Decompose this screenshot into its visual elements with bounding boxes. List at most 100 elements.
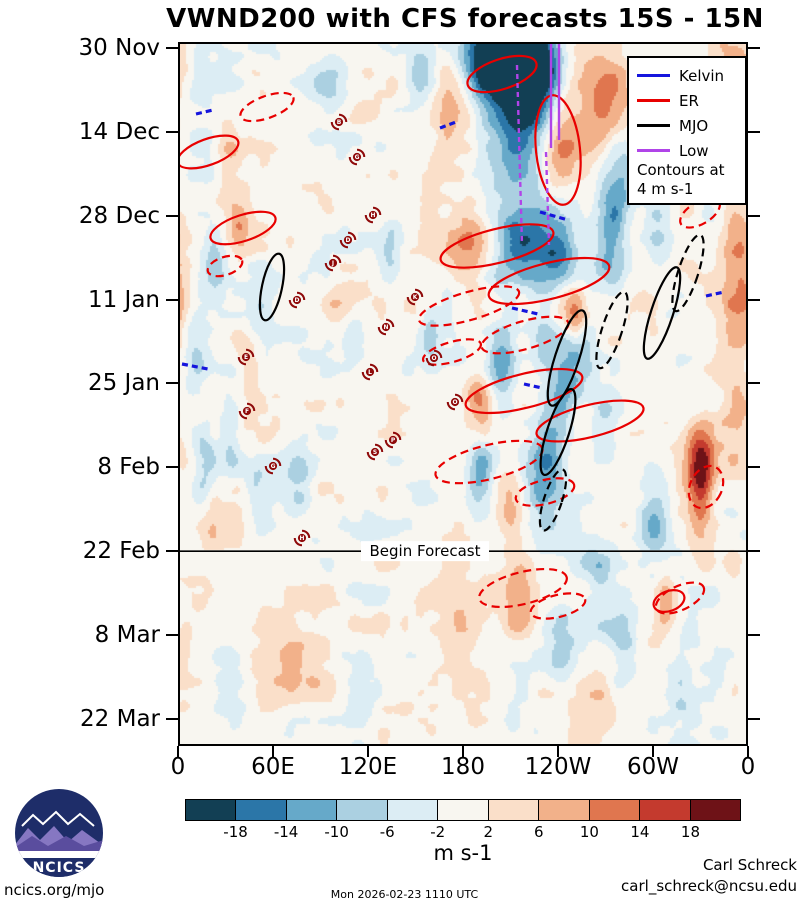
er-wave-contour <box>534 94 582 206</box>
y-tick-mark <box>748 633 760 636</box>
tropical-cyclone-marker: H <box>364 206 382 224</box>
colorbar-cell <box>639 799 691 821</box>
tropical-cyclone-marker: E <box>237 348 255 366</box>
contour-interval-note: Contours at 4 m s-1 <box>627 157 747 205</box>
er-wave-contour-dashed <box>654 581 706 615</box>
cyclone-letter: G <box>271 463 276 470</box>
y-tick-label: 8 Feb <box>97 454 160 481</box>
y-tick-label: 11 Jan <box>87 286 160 313</box>
x-tick-mark <box>557 746 559 757</box>
er-wave-contour <box>464 367 584 415</box>
y-tick-mark <box>166 298 178 301</box>
tropical-cyclone-marker: P <box>384 431 402 449</box>
er-wave-contour <box>209 210 277 246</box>
colorbar-cell <box>235 799 287 821</box>
y-tick-mark <box>166 717 178 720</box>
colorbar-tick-value: -2 <box>430 823 446 841</box>
er-wave-contour <box>439 223 555 269</box>
mjo-contour-dashed <box>538 468 568 532</box>
footer-url: ncics.org/mjo <box>4 881 105 899</box>
tropical-cyclone-marker: K <box>406 288 424 306</box>
legend-entry-er: ER <box>629 88 745 113</box>
er-wave-contour-dashed <box>417 285 521 327</box>
cyclone-letter: H <box>371 212 376 219</box>
y-tick-label: 28 Dec <box>78 202 160 229</box>
ncics-logo-art: NCICS <box>15 789 103 877</box>
y-tick-mark <box>166 466 178 469</box>
legend-entry-label: MJO <box>679 116 709 135</box>
legend-entry-label: Low <box>679 141 709 160</box>
ncics-logo: NCICS <box>15 789 103 877</box>
kelvin-wave-contour <box>181 362 209 371</box>
contour-note-line: 4 m s-1 <box>637 180 694 198</box>
y-tick-mark <box>748 717 760 720</box>
y-tick-mark <box>166 130 178 133</box>
tropical-cyclone-marker: L <box>361 363 379 381</box>
colorbar-cell <box>386 799 439 821</box>
legend-line-sample <box>637 124 670 127</box>
colorbar-cell <box>689 799 741 821</box>
cyclone-letter: D <box>346 237 351 244</box>
colorbar-tick-value: 10 <box>579 823 599 841</box>
tropical-cyclone-marker: S <box>366 443 384 461</box>
er-wave-contour-dashed <box>480 315 570 355</box>
x-tick-mark <box>272 746 274 757</box>
cyclone-letter: S <box>373 449 377 456</box>
cyclone-letter: N <box>384 324 389 331</box>
er-wave-contour-dashed <box>421 338 483 366</box>
colorbar <box>185 799 741 821</box>
mjo-contour <box>539 387 577 477</box>
tropical-cyclone-marker: J <box>324 254 342 272</box>
er-wave-contour <box>535 399 645 443</box>
colorbar-cell <box>588 799 641 821</box>
er-wave-contour-dashed <box>206 254 244 278</box>
cyclone-letter: O <box>431 355 436 362</box>
tropical-cyclone-marker: O <box>425 349 443 367</box>
colorbar-cell <box>185 799 237 821</box>
low-contour-dashed <box>515 64 524 246</box>
er-wave-contour-dashed <box>239 91 295 123</box>
y-tick-mark <box>166 382 178 385</box>
x-tick-label: 60E <box>251 754 295 780</box>
y-tick-mark <box>166 550 178 553</box>
y-tick-mark <box>748 550 760 553</box>
ncics-logo-text: NCICS <box>33 860 86 876</box>
chart-title: VWND200 with CFS forecasts 15S - 15N <box>166 4 764 34</box>
legend-entry-label: Kelvin <box>679 66 725 85</box>
cyclone-letter: G <box>355 154 360 161</box>
y-tick-mark <box>748 214 760 217</box>
x-tick-label: 0 <box>740 754 756 780</box>
y-tick-mark <box>166 47 178 49</box>
kelvin-wave-contour <box>539 210 569 222</box>
colorbar-tick-value: -18 <box>223 823 248 841</box>
colorbar-tick-value: -10 <box>324 823 349 841</box>
cyclone-letter: B <box>337 119 342 126</box>
y-tick-label: 30 Nov <box>78 35 160 61</box>
tropical-cyclone-marker: G <box>264 457 282 475</box>
wave-legend: Kelvin ER MJO Low <box>627 56 747 168</box>
kelvin-wave-contour <box>195 108 214 116</box>
er-wave-contour-dashed <box>687 464 725 510</box>
colorbar-cell <box>437 799 489 821</box>
er-wave-contour <box>178 134 240 170</box>
y-tick-label: 14 Dec <box>78 118 160 145</box>
colorbar-units-label: m s-1 <box>433 841 493 865</box>
tropical-cyclone-marker: D <box>339 231 357 249</box>
cyclone-letter: O <box>452 399 457 406</box>
y-tick-mark <box>748 466 760 469</box>
kelvin-wave-contour <box>523 382 543 390</box>
legend-entry-label: ER <box>679 91 699 110</box>
colorbar-tick-value: 2 <box>483 823 494 841</box>
begin-forecast-label-bg <box>361 541 489 562</box>
cyclone-letter: E <box>244 354 248 361</box>
mjo-contour <box>546 309 588 407</box>
x-tick-mark <box>747 746 749 757</box>
colorbar-tick-value: 14 <box>630 823 650 841</box>
tropical-cyclone-marker: N <box>377 318 395 336</box>
colorbar-cell <box>487 799 540 821</box>
tropical-cyclone-marker: G <box>348 148 366 166</box>
mjo-contour <box>642 266 682 360</box>
legend-line-sample <box>637 99 670 102</box>
low-contour-dashed <box>544 151 551 246</box>
